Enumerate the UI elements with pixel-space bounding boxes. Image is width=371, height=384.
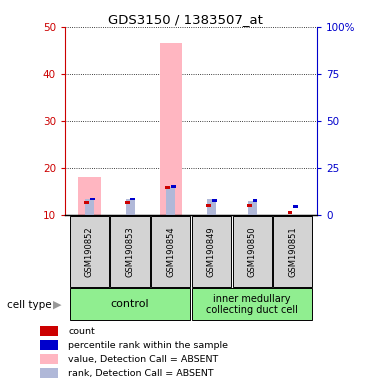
FancyBboxPatch shape xyxy=(70,216,109,287)
Bar xyxy=(40,368,58,378)
Text: GSM190851: GSM190851 xyxy=(288,226,297,277)
Bar xyxy=(85,199,94,215)
Bar xyxy=(253,199,257,202)
Bar xyxy=(247,201,257,215)
Bar xyxy=(40,326,58,336)
Text: inner medullary
collecting duct cell: inner medullary collecting duct cell xyxy=(206,293,298,315)
FancyBboxPatch shape xyxy=(111,216,150,287)
Bar xyxy=(78,177,101,215)
Text: ▶: ▶ xyxy=(53,300,62,310)
Bar xyxy=(166,187,175,215)
FancyBboxPatch shape xyxy=(233,216,272,287)
Bar xyxy=(293,205,298,208)
Bar xyxy=(288,211,292,214)
Bar xyxy=(84,201,89,204)
Bar xyxy=(90,198,95,200)
Bar xyxy=(171,185,176,188)
FancyBboxPatch shape xyxy=(151,216,190,287)
Bar xyxy=(40,354,58,364)
Bar xyxy=(207,199,216,215)
Bar xyxy=(165,186,170,189)
Bar xyxy=(131,198,135,200)
FancyBboxPatch shape xyxy=(192,288,312,320)
Text: GSM190854: GSM190854 xyxy=(166,226,175,277)
FancyBboxPatch shape xyxy=(273,216,312,287)
Bar xyxy=(206,204,211,207)
Text: rank, Detection Call = ABSENT: rank, Detection Call = ABSENT xyxy=(68,369,214,378)
Text: GSM190850: GSM190850 xyxy=(247,226,257,277)
Text: value, Detection Call = ABSENT: value, Detection Call = ABSENT xyxy=(68,355,218,364)
FancyBboxPatch shape xyxy=(70,288,190,320)
Text: GSM190853: GSM190853 xyxy=(125,226,135,277)
Text: control: control xyxy=(111,299,150,310)
Text: GSM190852: GSM190852 xyxy=(85,226,94,277)
Bar xyxy=(125,199,135,215)
Bar xyxy=(125,201,129,204)
Text: cell type: cell type xyxy=(7,300,52,310)
Text: count: count xyxy=(68,327,95,336)
FancyBboxPatch shape xyxy=(192,216,231,287)
Text: GSM190849: GSM190849 xyxy=(207,226,216,277)
Bar xyxy=(40,340,58,350)
Bar xyxy=(212,199,217,202)
Text: GDS3150 / 1383507_at: GDS3150 / 1383507_at xyxy=(108,13,263,26)
Bar xyxy=(247,204,252,207)
Bar xyxy=(160,43,182,215)
Text: percentile rank within the sample: percentile rank within the sample xyxy=(68,341,228,350)
